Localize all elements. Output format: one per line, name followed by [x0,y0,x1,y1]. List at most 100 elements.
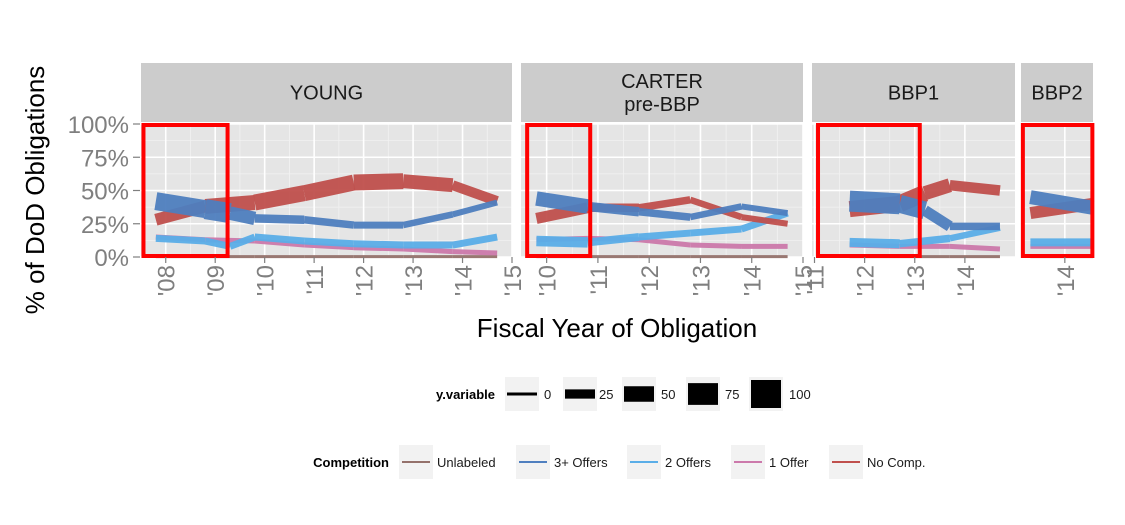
series-segment [689,203,743,221]
facet-panel [1020,123,1095,259]
series-segment [302,174,356,201]
series-group [848,178,1001,259]
series-segment [899,234,951,248]
x-axis: '10 '11 '12 '13 '14 '15 [535,257,818,296]
facet-strip-label: pre-BBP [624,94,700,116]
series-segment [353,245,404,252]
series-line-three-plus [154,192,498,229]
x-tick-label: '11 [586,265,613,295]
series-segment [921,205,953,232]
y-tick-label: 0% [94,245,129,272]
y-tick-label: 25% [81,212,129,239]
x-tick-label: '13 [688,265,715,296]
series-segment [587,201,640,217]
series-segment [253,185,306,211]
x-axes: '08'09'10'11'12'13'14'15'10'11'12'13'14 '… [154,257,1080,296]
series-segment [304,242,354,251]
size-legend-swatch [751,380,781,408]
facet-strip-label: CARTER [621,71,703,93]
size-legend-swatch [507,392,537,396]
series-segment [638,196,691,212]
y-tick-label: 50% [81,179,129,206]
series-segment [254,233,305,245]
series-segment [155,234,206,245]
series-segment [452,249,498,256]
x-tick-label: '11 [302,265,329,295]
series-segment [849,237,900,249]
series-segment [1029,190,1095,215]
size-legend-label: 0 [544,387,551,402]
series-segment [403,246,453,255]
x-tick-label: '14 [451,265,478,296]
series-segment [638,237,691,248]
facet-strip [141,63,512,122]
series-segment [536,235,588,248]
facet-strip-label: BBP2 [1031,83,1082,105]
y-axis-title: % of DoD Obligations [20,66,50,315]
series-line-two-offers [155,233,498,250]
x-tick-label: '14 [1053,265,1080,296]
series-group [535,191,789,259]
highlight-box [141,123,230,258]
series-line-two-offers [536,209,789,248]
x-tick-label: '10 [535,265,562,296]
x-tick-label: '15 [500,265,527,296]
size-legend-swatch [688,383,718,405]
x-tick-label: '09 [203,265,230,296]
series-segment [741,203,789,217]
size-legend: y.variable 0 25 50 75 100 [436,377,811,411]
series-segment [154,192,207,219]
x-axis: '08 '09 '10 '11 '12 '13 '14 '15 [154,257,527,296]
x-axis-title: Fiscal Year of Obligation [477,313,757,343]
x-tick-label: '14 [953,265,980,296]
size-legend-label: 100 [789,387,811,402]
x-tick-label: '13 [401,265,428,296]
x-axis: '11 '12 '13 '14 [803,257,980,296]
y-axis: 0% 25% 50% 75% 100% [68,112,140,272]
x-axis: '14 [1053,257,1080,296]
series-segment [304,237,354,248]
facet-strip-label: BBP1 [888,83,939,105]
facet-panels [141,123,1095,259]
series-segment [353,173,404,191]
series-segment [353,240,404,249]
series-segment [228,233,257,250]
highlight-box [816,123,922,258]
series-segment [254,238,305,248]
series-segment [949,243,1001,252]
color-legend: Competition Unlabeled 3+ Offers 2 Offers 1 O… [313,445,926,479]
x-tick-label: '12 [637,265,664,296]
series-line-three-plus [1029,190,1095,215]
x-tick-label: '10 [253,265,280,296]
size-legend-label: 75 [725,387,739,402]
series-segment [254,214,305,225]
series-group [154,173,499,259]
series-segment [402,174,454,193]
series-segment [638,229,691,241]
series-segment [452,233,498,249]
x-tick-label: '12 [853,265,880,296]
series-segment [689,196,743,221]
series-segment [690,242,742,249]
series-segment [949,179,1001,196]
series-segment [535,191,589,214]
color-legend-label: 1 Offer [769,455,809,470]
size-legend-title: y.variable [436,387,495,402]
color-legend-label: Unlabeled [437,455,496,470]
size-legend-label: 25 [599,387,613,402]
highlight-box [525,123,593,258]
facet-panel [521,123,804,259]
color-legend-label: 2 Offers [665,455,712,470]
y-tick-label: 100% [68,112,129,139]
series-segment [638,208,691,221]
series-segment [451,199,498,218]
series-segment [402,211,454,229]
y-tick-label: 75% [81,145,129,172]
series-segment [922,178,952,200]
facet-panel [812,123,1015,259]
facet-panel [141,123,513,259]
series-segment [303,216,355,229]
facet-strip [812,63,1015,122]
series-segment [228,206,257,226]
